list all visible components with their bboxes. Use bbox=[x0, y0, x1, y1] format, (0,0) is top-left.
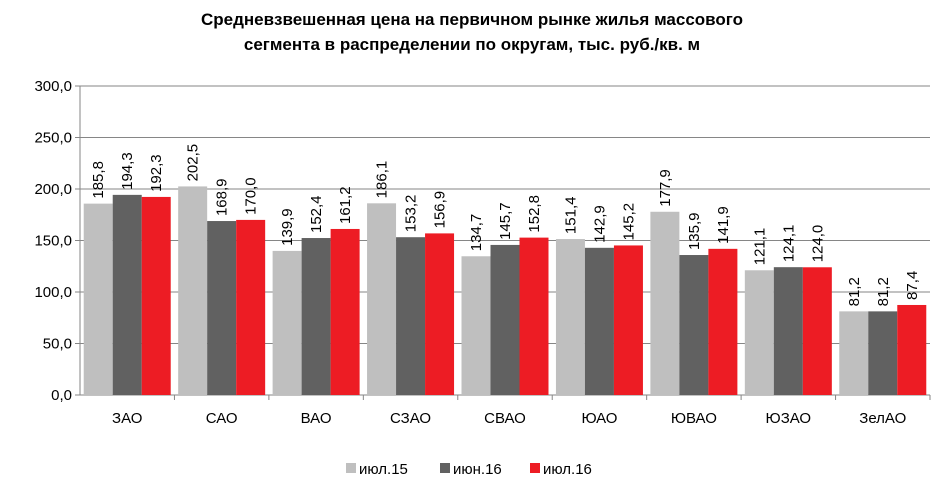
data-label: 194,3 bbox=[119, 152, 136, 190]
data-label: 192,3 bbox=[148, 154, 165, 192]
bar bbox=[650, 211, 680, 395]
data-label: 135,9 bbox=[686, 212, 703, 250]
data-label: 134,7 bbox=[468, 214, 485, 252]
bar bbox=[141, 196, 171, 395]
bar bbox=[839, 311, 869, 395]
bar bbox=[744, 270, 774, 395]
data-label: 151,4 bbox=[562, 197, 579, 235]
x-tick-label: ВАО bbox=[301, 410, 332, 427]
data-label: 168,9 bbox=[214, 178, 231, 216]
bar bbox=[555, 239, 585, 395]
data-label: 185,8 bbox=[90, 161, 107, 199]
data-label: 156,9 bbox=[432, 191, 449, 229]
data-label: 170,0 bbox=[243, 177, 260, 215]
chart-title-line-1: Средневзвешенная цена на первичном рынке… bbox=[201, 10, 743, 29]
bar bbox=[773, 267, 803, 395]
legend-label: июл.15 bbox=[359, 461, 408, 478]
x-tick-label: САО bbox=[206, 410, 238, 427]
bar bbox=[112, 194, 142, 395]
bar bbox=[519, 237, 549, 395]
y-tick-label: 300,0 bbox=[34, 78, 72, 95]
data-label: 124,1 bbox=[780, 225, 797, 263]
legend-swatch bbox=[440, 463, 450, 473]
bar bbox=[868, 311, 898, 395]
legend-swatch bbox=[530, 463, 540, 473]
bar bbox=[461, 256, 491, 395]
x-tick-label: СВАО bbox=[484, 410, 526, 427]
x-tick-label: ЮВАО bbox=[671, 410, 717, 427]
bar bbox=[708, 248, 738, 395]
data-label: 121,1 bbox=[751, 228, 768, 266]
y-tick-label: 250,0 bbox=[34, 130, 72, 147]
bar bbox=[425, 233, 455, 395]
data-label: 152,8 bbox=[526, 195, 543, 233]
bar bbox=[584, 247, 614, 395]
y-tick-label: 100,0 bbox=[34, 284, 72, 301]
y-tick-label: 200,0 bbox=[34, 181, 72, 198]
data-label: 139,9 bbox=[279, 208, 296, 246]
legend-label: июл.16 bbox=[543, 461, 592, 478]
bar bbox=[272, 250, 302, 395]
bar bbox=[330, 228, 360, 395]
data-label: 186,1 bbox=[374, 161, 391, 199]
y-tick-label: 150,0 bbox=[34, 233, 72, 250]
data-label: 145,2 bbox=[620, 203, 637, 241]
data-label: 142,9 bbox=[591, 205, 608, 243]
data-label: 141,9 bbox=[715, 206, 732, 244]
bar bbox=[679, 255, 709, 395]
bar bbox=[802, 267, 832, 395]
data-label: 145,7 bbox=[497, 202, 514, 240]
bar bbox=[236, 219, 266, 395]
x-tick-label: ЮЗАО bbox=[766, 410, 812, 427]
bar bbox=[83, 203, 113, 395]
bar bbox=[367, 203, 397, 395]
legend-label: июн.16 bbox=[453, 461, 502, 478]
x-tick-label: ЗАО bbox=[112, 410, 142, 427]
data-label: 177,9 bbox=[657, 169, 674, 207]
data-label: 153,2 bbox=[403, 195, 420, 233]
data-label: 124,0 bbox=[809, 225, 826, 263]
chart-title-line-2: сегмента в распределении по округам, тыс… bbox=[244, 35, 700, 54]
bar bbox=[301, 238, 331, 395]
bar bbox=[207, 221, 237, 395]
bar bbox=[178, 186, 208, 395]
data-label: 81,2 bbox=[875, 277, 892, 306]
x-tick-label: ЮАО bbox=[581, 410, 617, 427]
bar bbox=[897, 304, 927, 395]
bar bbox=[490, 244, 520, 395]
data-label: 152,4 bbox=[308, 195, 325, 233]
y-tick-label: 0,0 bbox=[51, 387, 72, 404]
x-tick-label: ЗелАО bbox=[859, 410, 906, 427]
x-tick-label: СЗАО bbox=[390, 410, 431, 427]
bar bbox=[613, 245, 643, 395]
bar bbox=[396, 237, 426, 395]
data-label: 202,5 bbox=[185, 144, 202, 182]
legend-swatch bbox=[346, 463, 356, 473]
data-label: 81,2 bbox=[846, 277, 863, 306]
data-label: 161,2 bbox=[337, 186, 354, 224]
data-label: 87,4 bbox=[904, 271, 921, 300]
y-tick-label: 50,0 bbox=[43, 336, 72, 353]
